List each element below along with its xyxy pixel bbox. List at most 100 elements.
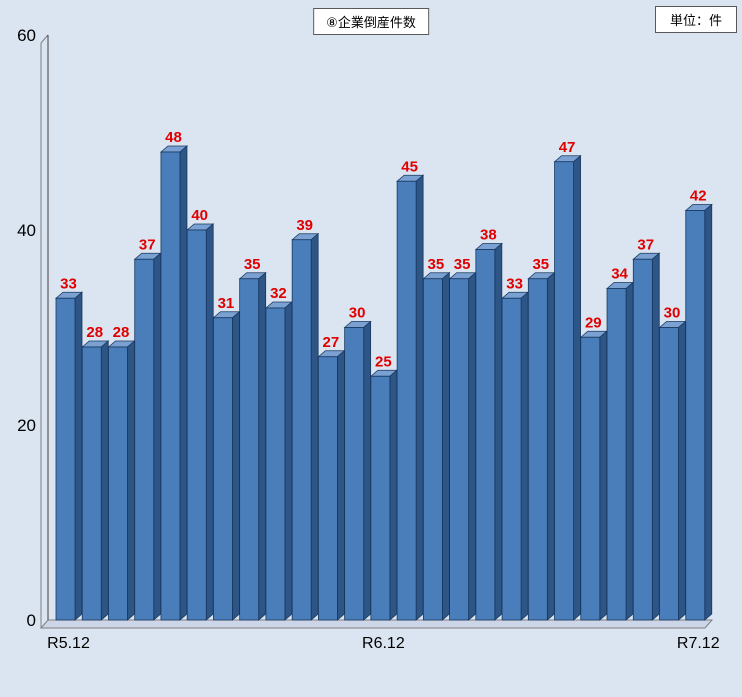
bar-value-label: 42 bbox=[690, 188, 707, 205]
bar-value-label: 48 bbox=[165, 129, 182, 146]
bar-side-face bbox=[336, 349, 345, 621]
x-axis-tick-label: R6.12 bbox=[362, 635, 405, 652]
bar-front-face bbox=[160, 151, 181, 621]
x-axis-tick-label: R7.12 bbox=[677, 635, 720, 652]
bar: 31 bbox=[212, 295, 241, 621]
y-axis-tick-label: 20 bbox=[17, 416, 36, 435]
bar-front-face bbox=[449, 278, 470, 621]
bar-value-label: 30 bbox=[349, 305, 366, 322]
bar: 45 bbox=[396, 158, 425, 621]
bar: 35 bbox=[422, 256, 451, 621]
bar-value-label: 40 bbox=[191, 207, 208, 224]
bar-value-label: 27 bbox=[323, 334, 340, 351]
chart-title-box: ⑧企業倒産件数 bbox=[313, 8, 429, 35]
bar-side-face bbox=[651, 252, 660, 621]
bar-value-label: 35 bbox=[428, 256, 445, 273]
bar-side-face bbox=[415, 174, 424, 621]
bar: 48 bbox=[159, 129, 189, 621]
bar-front-face bbox=[685, 210, 706, 621]
bar-side-face bbox=[678, 320, 686, 621]
bar: 39 bbox=[291, 217, 320, 621]
bar-side-face bbox=[363, 320, 372, 621]
bar-value-label: 35 bbox=[454, 256, 471, 273]
bar-front-face bbox=[239, 278, 260, 621]
bar-side-face bbox=[520, 291, 529, 621]
bar-front-face bbox=[580, 336, 601, 621]
bar-side-face bbox=[127, 340, 135, 621]
bar-value-label: 38 bbox=[480, 227, 497, 244]
bar-front-face bbox=[527, 278, 548, 621]
bar-front-face bbox=[370, 375, 391, 621]
bar: 25 bbox=[369, 353, 398, 621]
bar: 28 bbox=[107, 324, 136, 621]
bar: 33 bbox=[500, 275, 530, 621]
bar-side-face bbox=[441, 271, 450, 621]
bar-side-face bbox=[74, 291, 83, 621]
bar-side-face bbox=[468, 271, 477, 621]
bar: 33 bbox=[54, 275, 84, 621]
wall-top-edge bbox=[40, 34, 49, 44]
bar: 34 bbox=[605, 266, 635, 621]
bar-side-face bbox=[546, 271, 555, 621]
bar-front-face bbox=[606, 288, 627, 621]
bar-front-face bbox=[134, 258, 155, 621]
bar: 28 bbox=[81, 324, 110, 621]
bar-value-label: 29 bbox=[585, 314, 602, 331]
chart-floor bbox=[39, 619, 714, 629]
bar: 35 bbox=[448, 256, 477, 621]
bar-value-label: 35 bbox=[244, 256, 261, 273]
bar-value-label: 47 bbox=[559, 139, 576, 156]
bar-front-face bbox=[55, 297, 76, 621]
bar: 35 bbox=[527, 256, 556, 621]
x-axis-tick-label: R5.12 bbox=[47, 635, 90, 652]
bar-side-face bbox=[573, 154, 581, 621]
bar-value-label: 34 bbox=[611, 266, 628, 283]
unit-label: 単位：件 bbox=[669, 13, 722, 28]
bar-value-label: 37 bbox=[139, 236, 156, 253]
bar-side-face bbox=[205, 223, 214, 621]
bar-side-face bbox=[284, 301, 293, 621]
bar-value-label: 31 bbox=[218, 295, 235, 312]
bar: 29 bbox=[579, 314, 608, 621]
bar-front-face bbox=[344, 327, 365, 621]
bar-front-face bbox=[291, 239, 312, 621]
bar-front-face bbox=[396, 180, 417, 621]
bar-value-label: 39 bbox=[296, 217, 313, 234]
bar-side-face bbox=[310, 232, 319, 621]
bar-side-face bbox=[258, 271, 267, 621]
bar-value-label: 30 bbox=[664, 305, 681, 322]
bar-side-face bbox=[494, 242, 503, 621]
y-axis-tick-label: 60 bbox=[17, 26, 36, 45]
bar-front-face bbox=[554, 161, 574, 621]
bar-side-face bbox=[704, 203, 713, 621]
bar: 30 bbox=[658, 305, 687, 621]
bar: 32 bbox=[264, 285, 294, 621]
bar: 42 bbox=[684, 188, 713, 621]
bar-front-face bbox=[632, 258, 653, 621]
bar-side-face bbox=[179, 145, 188, 621]
bar-front-face bbox=[501, 297, 522, 621]
bar-front-face bbox=[659, 327, 679, 621]
bar-front-face bbox=[422, 278, 443, 621]
y-axis-tick-label: 0 bbox=[27, 611, 36, 630]
bar-value-label: 33 bbox=[506, 275, 523, 292]
bar-front-face bbox=[265, 307, 286, 621]
bar: 35 bbox=[238, 256, 267, 621]
bar-value-label: 35 bbox=[532, 256, 549, 273]
bar-front-face bbox=[213, 317, 233, 621]
bar-side-face bbox=[625, 281, 634, 621]
bar: 40 bbox=[186, 207, 215, 621]
bar-side-face bbox=[153, 252, 162, 621]
bar: 37 bbox=[632, 236, 661, 621]
y-axis-tick-label: 40 bbox=[17, 221, 36, 240]
bar-value-label: 37 bbox=[637, 236, 654, 253]
bar-value-label: 33 bbox=[60, 275, 77, 292]
bar: 38 bbox=[474, 227, 503, 621]
bar-side-face bbox=[232, 310, 240, 621]
bar-side-face bbox=[389, 369, 398, 621]
unit-label-box: 単位：件 bbox=[654, 6, 737, 33]
bar-front-face bbox=[108, 346, 128, 621]
bar-value-label: 28 bbox=[86, 324, 103, 341]
